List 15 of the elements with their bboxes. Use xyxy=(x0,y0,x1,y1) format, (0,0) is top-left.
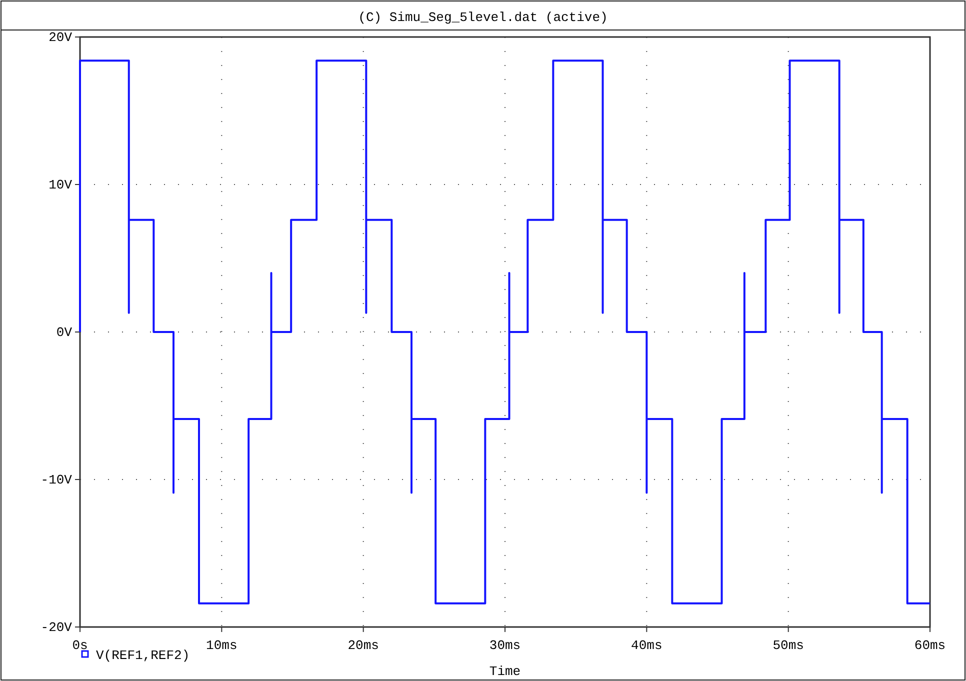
x-tick-label: 30ms xyxy=(489,638,521,653)
legend-label: V(REF1,REF2) xyxy=(96,648,190,663)
x-axis-title: Time xyxy=(489,664,521,679)
y-tick-label: -20V xyxy=(40,620,72,635)
y-tick-label: 0V xyxy=(56,325,72,340)
x-tick-label: 10ms xyxy=(206,638,238,653)
x-tick-label: 60ms xyxy=(914,638,946,653)
y-tick-label: 20V xyxy=(48,30,72,45)
y-tick-label: -10V xyxy=(40,472,72,488)
x-tick-label: 20ms xyxy=(348,638,379,653)
x-tick-label: 0s xyxy=(72,638,88,653)
x-tick-label: 40ms xyxy=(631,638,662,653)
y-tick-label: 10V xyxy=(48,178,72,192)
x-tick-label: 50ms xyxy=(772,638,804,653)
chart-title: (C) Simu_Seg_5level.dat (active) xyxy=(358,10,608,25)
